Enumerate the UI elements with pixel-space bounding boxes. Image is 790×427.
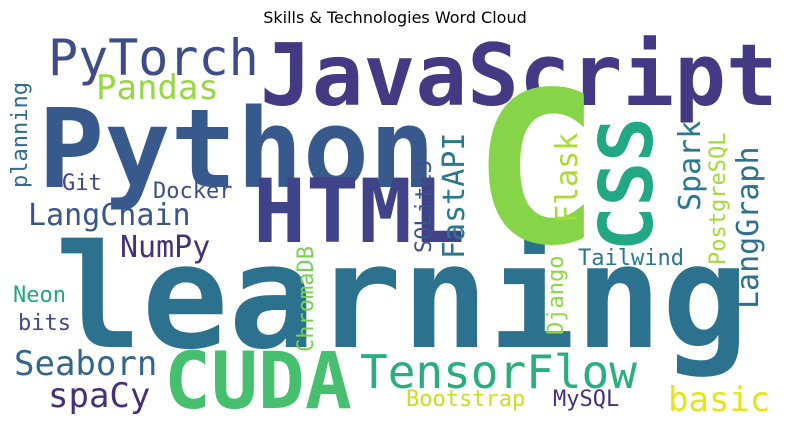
word-learning: learning	[55, 213, 749, 381]
word-cuda: CUDA	[164, 337, 352, 420]
word-bootstrap: Bootstrap	[406, 387, 526, 412]
word-postgresql: PostgreSQL	[706, 132, 731, 265]
word-langchain: LangChain	[28, 198, 191, 233]
word-chromadb: ChromaDB	[294, 246, 319, 352]
word-seaborn: Seaborn	[14, 344, 158, 384]
word-css: CSS	[584, 117, 670, 251]
word-spark: Spark	[673, 120, 708, 211]
word-bits: bits	[18, 311, 71, 336]
word-git: Git	[62, 171, 102, 196]
word-django: Django	[544, 255, 569, 335]
word-html: HTML	[253, 160, 465, 263]
word-neon: Neon	[13, 283, 66, 308]
word-basic: basic	[668, 380, 771, 420]
word-planning: planning	[8, 82, 33, 188]
word-tensorflow: TensorFlow	[360, 345, 637, 399]
word-pandas: Pandas	[96, 68, 219, 108]
word-sqlite3: SQLite3	[412, 160, 437, 253]
word-langgraph: LangGraph	[731, 146, 766, 309]
word-docker: Docker	[153, 179, 233, 204]
word-c: C	[473, 47, 600, 292]
word-cloud: learning JavaScript Python C HTML CUDA T…	[8, 33, 783, 420]
word-numpy: NumPy	[120, 230, 211, 265]
word-spacy: spaCy	[48, 376, 151, 416]
word-pytorch: PyTorch	[48, 33, 259, 87]
word-mysql: MySQL	[553, 387, 620, 412]
word-python: Python	[38, 85, 436, 213]
chart-title: Skills & Technologies Word Cloud	[263, 8, 527, 27]
word-javascript: JavaScript	[260, 33, 778, 126]
word-tailwind: Tailwind	[578, 246, 684, 271]
word-flask: Flask	[550, 132, 585, 223]
word-fastapi: FastAPI	[437, 132, 472, 259]
